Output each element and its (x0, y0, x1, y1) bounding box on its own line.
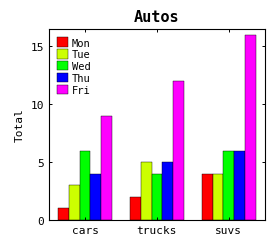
Bar (234, 151, 245, 220)
Bar (130, 197, 141, 220)
Bar (101, 116, 112, 220)
Bar (213, 174, 224, 220)
Bar (141, 162, 152, 220)
Legend: Mon, Tue, Wed, Thu, Fri: Mon, Tue, Wed, Thu, Fri (54, 35, 94, 98)
Bar (162, 162, 173, 220)
Bar (202, 174, 213, 220)
Bar (152, 174, 162, 220)
Bar (224, 151, 234, 220)
Bar (173, 82, 184, 220)
Title: Autos: Autos (134, 10, 180, 25)
Bar (58, 208, 69, 220)
Bar (90, 174, 101, 220)
Bar (69, 186, 80, 220)
Bar (80, 151, 90, 220)
Y-axis label: Total: Total (15, 108, 25, 142)
Bar (245, 36, 256, 220)
